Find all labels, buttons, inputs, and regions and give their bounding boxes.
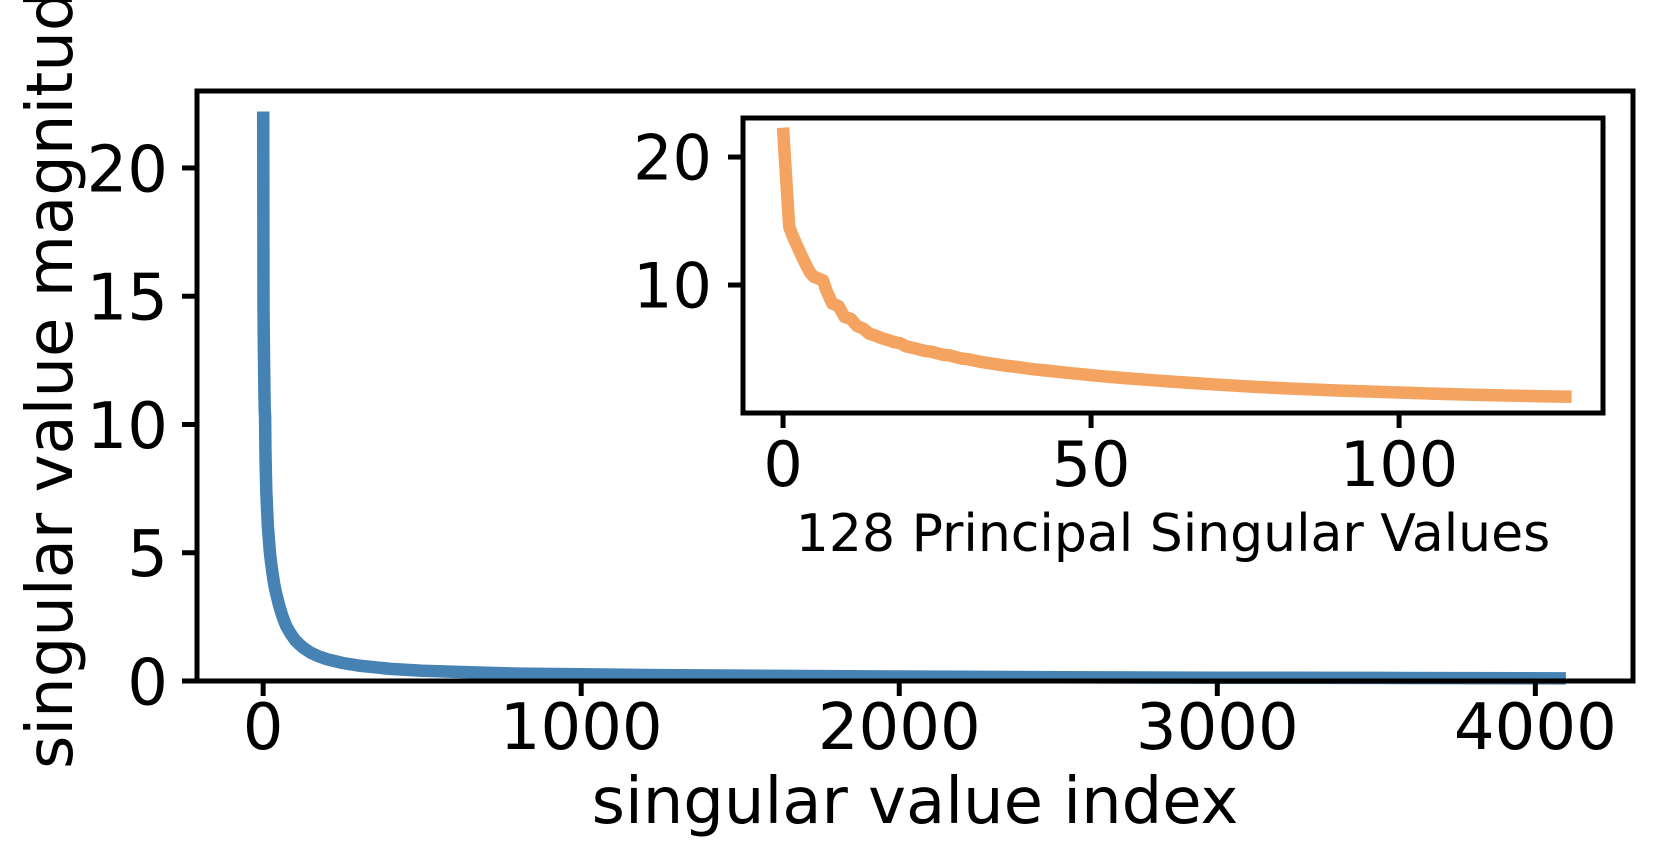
main-x-tick-label: 4000 xyxy=(1454,691,1617,765)
inset-title: 128 Principal Singular Values xyxy=(796,504,1550,564)
y-axis-label: singular value magnitude xyxy=(14,0,88,769)
main-y-tick-label: 15 xyxy=(87,262,168,336)
main-x-tick-label: 2000 xyxy=(818,691,981,765)
main-y-tick-label: 10 xyxy=(87,390,168,464)
inset-y-tick-label: 10 xyxy=(633,250,712,323)
inset-curve-principal-singular-values xyxy=(776,127,1572,403)
main-y-tick-label: 20 xyxy=(87,133,168,207)
inset-x-tick-label: 100 xyxy=(1340,428,1458,501)
inset-plot-axes: 0 50 100 10 20 xyxy=(633,115,1606,501)
main-y-tick-label: 5 xyxy=(127,518,168,592)
main-y-tick-label: 0 xyxy=(127,647,168,721)
main-x-tick-label: 3000 xyxy=(1136,691,1299,765)
main-frame xyxy=(194,88,1636,684)
inset-x-tick-label: 0 xyxy=(763,428,802,501)
main-x-tick-label: 0 xyxy=(243,691,284,765)
inset-x-tick-label: 50 xyxy=(1052,428,1131,501)
inset-y-tick-label: 20 xyxy=(633,122,712,195)
main-curve-all-singular-values xyxy=(256,111,1566,685)
main-x-tick-label: 1000 xyxy=(500,691,663,765)
inset-frame xyxy=(740,115,1606,416)
x-axis-label: singular value index xyxy=(592,765,1239,839)
